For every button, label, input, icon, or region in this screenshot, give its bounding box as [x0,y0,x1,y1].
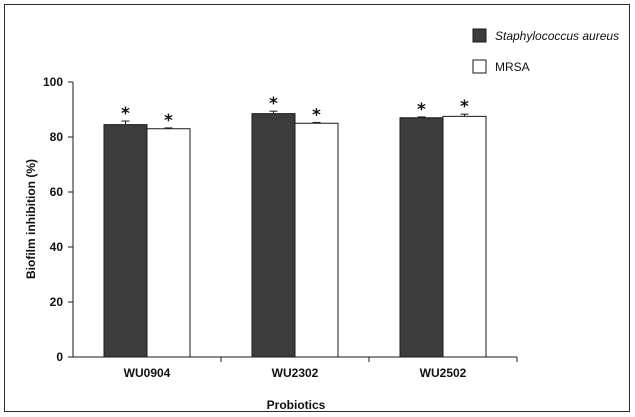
y-tick-label: 20 [50,295,64,309]
bar [442,115,487,358]
y-tick-label: 40 [50,240,64,254]
legend-swatch [472,28,487,43]
axes-layer [68,81,518,362]
legend-swatch [472,59,487,74]
x-axis-title: Probiotics [267,398,326,412]
significance-marker: * [312,105,321,125]
bar [103,124,148,358]
labels-layer: * * WU0904 * * WU2302 * * WU2502 0 20 40 60 80 100 [43,75,469,380]
x-tick-label: WU2302 [272,366,319,380]
y-axis-title: Biofilm inhibition (%) [24,159,38,279]
significance-marker: * [417,100,426,120]
bar [146,128,191,358]
chart-frame: * * WU0904 * * WU2302 * * WU2502 0 20 40 60 80 100 Sta… [4,4,630,412]
significance-marker: * [121,104,130,124]
bar [399,117,444,358]
bar [251,113,296,358]
y-tick-label: 80 [50,130,64,144]
bars-layer [103,110,487,358]
legend: Staphylococcus aureus MRSA [472,28,619,74]
significance-marker: * [269,94,278,114]
bar [294,122,339,358]
x-tick-label: WU2502 [420,366,467,380]
y-tick-label: 60 [50,185,64,199]
y-tick-label: 0 [56,350,63,364]
legend-label: Staphylococcus aureus [495,29,619,43]
bar-chart: * * WU0904 * * WU2302 * * WU2502 0 20 40 60 80 100 Sta… [24,28,619,412]
x-tick-label: WU0904 [124,366,171,380]
significance-marker: * [460,97,469,117]
legend-label: MRSA [495,60,530,74]
significance-marker: * [164,111,173,131]
y-tick-label: 100 [43,75,63,89]
